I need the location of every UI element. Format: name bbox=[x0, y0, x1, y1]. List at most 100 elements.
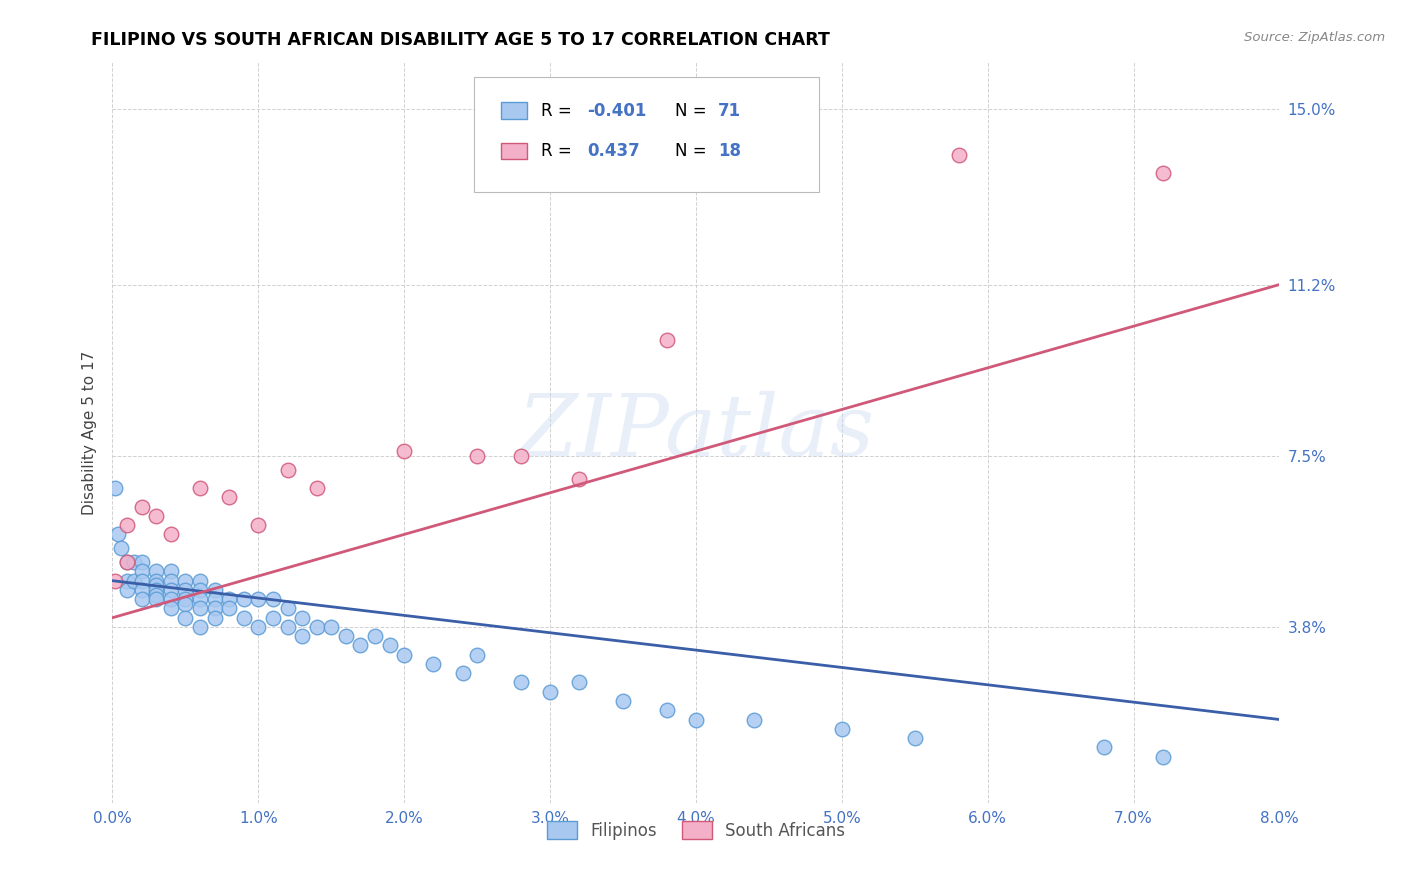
Point bbox=[291, 629, 314, 643]
Point bbox=[174, 582, 197, 597]
Point bbox=[115, 582, 138, 597]
Point bbox=[232, 592, 254, 607]
Point bbox=[160, 527, 183, 541]
Text: N =: N = bbox=[675, 102, 711, 120]
Text: ZIPatlas: ZIPatlas bbox=[517, 392, 875, 474]
Point bbox=[188, 601, 211, 615]
Point bbox=[145, 565, 167, 579]
Point bbox=[124, 574, 146, 588]
Point bbox=[131, 582, 153, 597]
Point bbox=[131, 592, 153, 607]
Point bbox=[685, 713, 707, 727]
Point bbox=[1094, 740, 1116, 755]
Point bbox=[115, 518, 138, 533]
FancyBboxPatch shape bbox=[501, 143, 527, 160]
Point bbox=[188, 592, 211, 607]
Point bbox=[204, 592, 226, 607]
Point bbox=[107, 527, 129, 541]
Point bbox=[131, 555, 153, 569]
FancyBboxPatch shape bbox=[474, 78, 818, 192]
Y-axis label: Disability Age 5 to 17: Disability Age 5 to 17 bbox=[82, 351, 97, 515]
Point bbox=[1152, 166, 1174, 180]
Point bbox=[247, 518, 270, 533]
Point bbox=[568, 675, 591, 690]
Point bbox=[145, 578, 167, 592]
Point bbox=[115, 555, 138, 569]
Point bbox=[110, 541, 132, 556]
Point bbox=[349, 639, 371, 653]
Point bbox=[831, 722, 853, 736]
Point bbox=[131, 574, 153, 588]
Point bbox=[509, 449, 531, 463]
Point bbox=[160, 565, 183, 579]
Point bbox=[115, 555, 138, 569]
Point bbox=[378, 639, 401, 653]
Text: 71: 71 bbox=[718, 102, 741, 120]
Point bbox=[1152, 749, 1174, 764]
Point bbox=[904, 731, 927, 745]
Point bbox=[188, 574, 211, 588]
Point bbox=[262, 592, 284, 607]
Point bbox=[131, 565, 153, 579]
Point bbox=[305, 481, 328, 495]
Point bbox=[204, 601, 226, 615]
Point bbox=[145, 592, 167, 607]
Point bbox=[160, 582, 183, 597]
Point bbox=[655, 703, 678, 717]
Point bbox=[131, 500, 153, 514]
Point bbox=[276, 620, 298, 634]
Point bbox=[218, 601, 240, 615]
Point bbox=[742, 713, 765, 727]
Point bbox=[218, 491, 240, 505]
Point bbox=[160, 574, 183, 588]
Point bbox=[465, 449, 488, 463]
Text: -0.401: -0.401 bbox=[588, 102, 647, 120]
Point bbox=[204, 582, 226, 597]
Point bbox=[232, 610, 254, 624]
Point bbox=[174, 592, 197, 607]
Point bbox=[247, 592, 270, 607]
Point bbox=[160, 601, 183, 615]
Point bbox=[509, 675, 531, 690]
Text: R =: R = bbox=[541, 102, 576, 120]
Point bbox=[451, 666, 474, 681]
Legend: Filipinos, South Africans: Filipinos, South Africans bbox=[540, 814, 852, 847]
Point bbox=[145, 574, 167, 588]
Text: FILIPINO VS SOUTH AFRICAN DISABILITY AGE 5 TO 17 CORRELATION CHART: FILIPINO VS SOUTH AFRICAN DISABILITY AGE… bbox=[91, 31, 831, 49]
Point bbox=[394, 444, 416, 458]
Point bbox=[364, 629, 387, 643]
Point bbox=[104, 574, 127, 588]
Point bbox=[204, 610, 226, 624]
Point bbox=[394, 648, 416, 662]
Point bbox=[612, 694, 634, 708]
Point bbox=[188, 582, 211, 597]
Point bbox=[174, 597, 197, 611]
Point bbox=[218, 592, 240, 607]
Text: 0.437: 0.437 bbox=[588, 143, 640, 161]
Point bbox=[188, 481, 211, 495]
Point bbox=[188, 620, 211, 634]
Point bbox=[145, 508, 167, 523]
Point bbox=[655, 333, 678, 347]
Point bbox=[145, 582, 167, 597]
Point bbox=[568, 472, 591, 486]
Point bbox=[174, 574, 197, 588]
Point bbox=[335, 629, 357, 643]
Text: R =: R = bbox=[541, 143, 582, 161]
FancyBboxPatch shape bbox=[501, 103, 527, 119]
Point bbox=[104, 481, 127, 495]
Point bbox=[422, 657, 444, 671]
Point bbox=[124, 555, 146, 569]
Point bbox=[305, 620, 328, 634]
Point bbox=[174, 610, 197, 624]
Point bbox=[160, 592, 183, 607]
Point bbox=[145, 588, 167, 602]
Text: 18: 18 bbox=[718, 143, 741, 161]
Point bbox=[276, 601, 298, 615]
Point bbox=[262, 610, 284, 624]
Text: N =: N = bbox=[675, 143, 711, 161]
Point bbox=[948, 148, 970, 162]
Point bbox=[276, 462, 298, 476]
Point bbox=[291, 610, 314, 624]
Point bbox=[465, 648, 488, 662]
